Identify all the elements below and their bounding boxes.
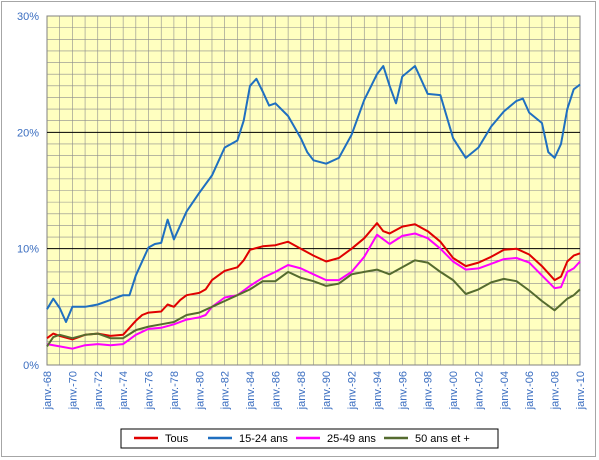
series-line-1 xyxy=(46,222,581,341)
x-tick-label: janv.-96 xyxy=(397,371,409,410)
y-tick-label: 30% xyxy=(17,11,39,23)
y-tick-label: 20% xyxy=(17,127,39,139)
legend: Tous 15-24 ans 25-49 ans 50 ans et + xyxy=(120,428,499,449)
x-tick-label: janv.-88 xyxy=(296,371,308,410)
vertical-gridlines xyxy=(59,16,568,365)
legend-label: Tous xyxy=(165,433,189,445)
series-line-4 xyxy=(46,259,581,347)
y-tick-label: 0% xyxy=(23,360,39,372)
x-tick-label: janv.-90 xyxy=(321,371,333,410)
series-line-2 xyxy=(46,65,581,323)
x-tick-label: janv.-80 xyxy=(194,371,206,410)
x-tick-label: janv.-74 xyxy=(118,371,130,410)
x-tick-label: janv.-78 xyxy=(169,371,181,410)
x-tick-label: janv.-00 xyxy=(448,371,460,410)
x-tick-label: janv.-92 xyxy=(347,371,359,410)
x-tick-label: janv.-08 xyxy=(550,371,562,410)
x-tick-label: janv.-04 xyxy=(499,371,511,410)
x-axis: janv.-68 janv.-70 janv.-72 janv.-74 janv.-76… xyxy=(42,371,587,410)
series-layer xyxy=(46,65,581,350)
legend-label: 25-49 ans xyxy=(327,433,376,445)
x-tick-label: janv.-86 xyxy=(270,371,282,410)
legend-label: 50 ans et + xyxy=(415,433,470,445)
x-tick-label: janv.-06 xyxy=(524,371,536,410)
x-tick-label: janv.-82 xyxy=(220,371,232,410)
x-tick-label: janv.-94 xyxy=(372,371,384,410)
series-line-3 xyxy=(46,232,581,350)
legend-label: 15-24 ans xyxy=(239,433,288,445)
x-tick-label: janv.-02 xyxy=(473,371,485,410)
x-tick-label: janv.-70 xyxy=(67,371,79,410)
y-tick-label: 10% xyxy=(17,244,39,256)
y-axis: 0% 10% 20% 30% xyxy=(17,11,39,372)
x-tick-label: janv.-10 xyxy=(575,371,587,410)
x-tick-label: janv.-76 xyxy=(144,371,156,410)
x-tick-label: janv.-84 xyxy=(245,371,257,410)
x-tick-label: janv.-72 xyxy=(93,371,105,410)
x-tick-label: janv.-98 xyxy=(423,371,435,410)
x-tick-label: janv.-68 xyxy=(42,371,54,410)
major-gridlines xyxy=(47,131,580,250)
